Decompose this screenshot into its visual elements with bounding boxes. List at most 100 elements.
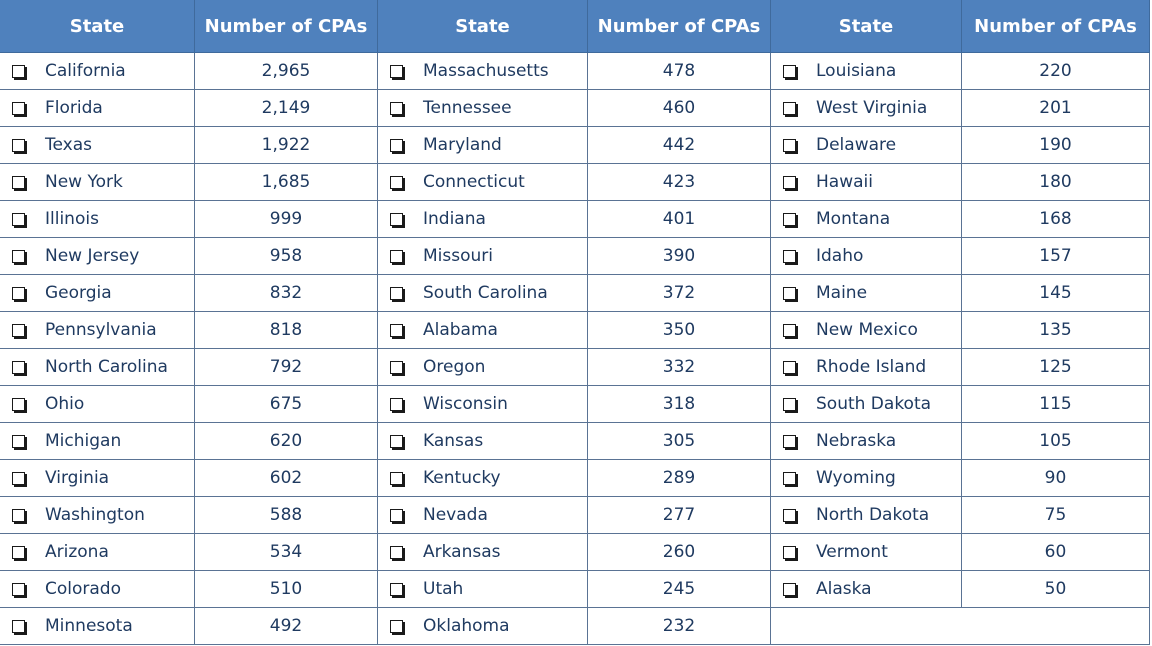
checkbox[interactable] xyxy=(783,397,796,411)
checkbox[interactable] xyxy=(783,434,796,448)
checkbox[interactable] xyxy=(783,101,796,115)
state-cell: Maryland xyxy=(378,127,588,164)
state-cell: New Mexico xyxy=(771,312,962,349)
checkbox[interactable] xyxy=(12,64,25,78)
state-cell: Minnesota xyxy=(0,608,195,645)
checkbox[interactable] xyxy=(783,582,796,596)
checkbox[interactable] xyxy=(390,397,403,411)
cell-text: Rhode Island xyxy=(816,357,927,377)
checkbox[interactable] xyxy=(783,471,796,485)
checkbox[interactable] xyxy=(12,175,25,189)
checkbox[interactable] xyxy=(12,323,25,337)
state-cell: Alabama xyxy=(378,312,588,349)
cell-text: 460 xyxy=(662,98,696,118)
count-cell: 372 xyxy=(588,275,771,312)
cell-text: Ohio xyxy=(45,394,85,414)
state-cell: Wisconsin xyxy=(378,386,588,423)
checkbox[interactable] xyxy=(390,249,403,263)
checkbox[interactable] xyxy=(783,323,796,337)
count-cell: 460 xyxy=(588,90,771,127)
checkbox[interactable] xyxy=(390,619,403,633)
state-cell: Arkansas xyxy=(378,534,588,571)
checkbox[interactable] xyxy=(12,471,25,485)
cell-text: Maryland xyxy=(423,135,502,155)
column-header: Number of CPAs xyxy=(588,0,771,53)
cell-text: 792 xyxy=(269,357,303,377)
checkbox[interactable] xyxy=(390,64,403,78)
state-cell: Kansas xyxy=(378,423,588,460)
cell-text: Kentucky xyxy=(423,468,501,488)
state-cell: Pennsylvania xyxy=(0,312,195,349)
checkbox[interactable] xyxy=(783,545,796,559)
state-cell: Colorado xyxy=(0,571,195,608)
cell-text: Kansas xyxy=(423,431,484,451)
checkbox[interactable] xyxy=(783,212,796,226)
cell-text: 588 xyxy=(269,505,303,525)
checkbox[interactable] xyxy=(783,138,796,152)
cell-text: 105 xyxy=(1039,431,1072,451)
checkbox[interactable] xyxy=(12,286,25,300)
count-cell: 2,149 xyxy=(195,90,378,127)
cell-text: Louisiana xyxy=(816,61,897,81)
state-cell: Idaho xyxy=(771,238,962,275)
cell-text: State xyxy=(838,15,894,37)
cell-text: Nevada xyxy=(423,505,488,525)
checkbox[interactable] xyxy=(12,434,25,448)
cell-text: Indiana xyxy=(423,209,486,229)
state-cell: South Dakota xyxy=(771,386,962,423)
state-cell: Rhode Island xyxy=(771,349,962,386)
checkbox[interactable] xyxy=(390,471,403,485)
cell-text: 390 xyxy=(662,246,696,266)
count-cell: 190 xyxy=(962,127,1150,164)
checkbox[interactable] xyxy=(783,249,796,263)
checkbox[interactable] xyxy=(12,619,25,633)
state-cell: California xyxy=(0,53,195,90)
checkbox[interactable] xyxy=(12,508,25,522)
checkbox[interactable] xyxy=(390,175,403,189)
cell-text: Number of CPAs xyxy=(974,15,1137,37)
checkbox[interactable] xyxy=(390,138,403,152)
count-cell: 390 xyxy=(588,238,771,275)
checkbox[interactable] xyxy=(12,138,25,152)
checkbox[interactable] xyxy=(783,508,796,522)
checkbox[interactable] xyxy=(12,545,25,559)
cell-text: 423 xyxy=(662,172,696,192)
checkbox[interactable] xyxy=(390,212,403,226)
state-cell: Montana xyxy=(771,201,962,238)
checkbox[interactable] xyxy=(12,582,25,596)
state-cell: Georgia xyxy=(0,275,195,312)
cell-text: 75 xyxy=(1044,505,1067,525)
checkbox[interactable] xyxy=(12,360,25,374)
checkbox[interactable] xyxy=(390,434,403,448)
checkbox[interactable] xyxy=(390,323,403,337)
cell-text: 2,149 xyxy=(261,98,311,118)
checkbox[interactable] xyxy=(783,175,796,189)
checkbox[interactable] xyxy=(12,212,25,226)
state-cell: Louisiana xyxy=(771,53,962,90)
checkbox[interactable] xyxy=(783,360,796,374)
checkbox[interactable] xyxy=(12,397,25,411)
state-cell: Ohio xyxy=(0,386,195,423)
count-cell: 201 xyxy=(962,90,1150,127)
count-cell: 260 xyxy=(588,534,771,571)
checkbox[interactable] xyxy=(390,360,403,374)
count-cell: 492 xyxy=(195,608,378,645)
count-cell: 620 xyxy=(195,423,378,460)
checkbox[interactable] xyxy=(390,508,403,522)
checkbox[interactable] xyxy=(390,545,403,559)
count-cell: 168 xyxy=(962,201,1150,238)
count-cell: 401 xyxy=(588,201,771,238)
cell-text: Michigan xyxy=(45,431,122,451)
cell-text: Oregon xyxy=(423,357,486,377)
cell-text: 145 xyxy=(1039,283,1072,303)
checkbox[interactable] xyxy=(783,286,796,300)
checkbox[interactable] xyxy=(390,582,403,596)
cell-text: State xyxy=(69,15,125,37)
checkbox[interactable] xyxy=(783,64,796,78)
checkbox[interactable] xyxy=(390,286,403,300)
checkbox[interactable] xyxy=(12,249,25,263)
checkbox[interactable] xyxy=(12,101,25,115)
cell-text: 115 xyxy=(1039,394,1072,414)
checkbox[interactable] xyxy=(390,101,403,115)
cell-text: Arizona xyxy=(45,542,109,562)
